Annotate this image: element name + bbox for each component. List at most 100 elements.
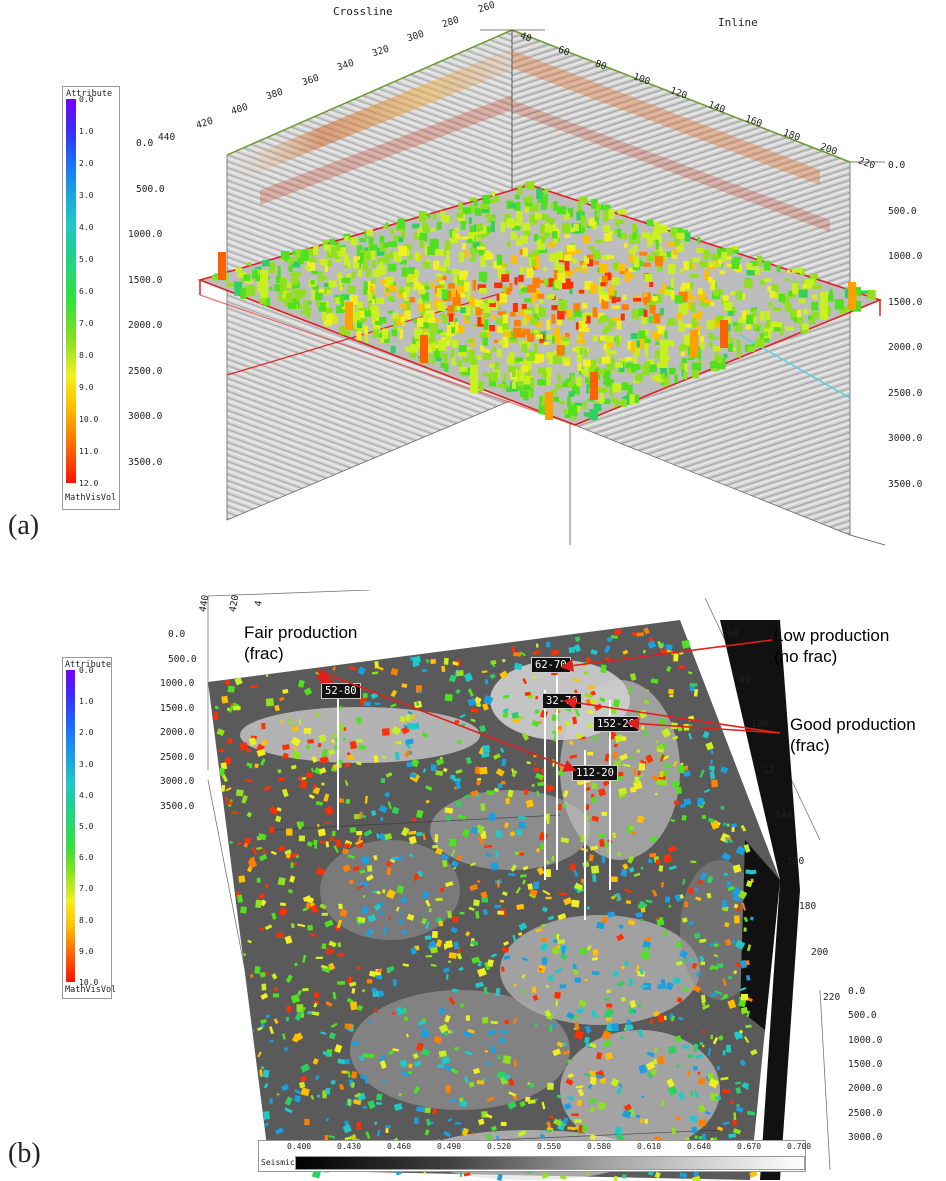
- attribute-glyph: [736, 1103, 740, 1107]
- attribute-glyph: [513, 327, 522, 338]
- attribute-glyph: [753, 266, 760, 275]
- attribute-glyph: [425, 658, 430, 664]
- attribute-glyph: [393, 251, 402, 262]
- attribute-glyph: [412, 1052, 419, 1059]
- attribute-glyph: [390, 228, 394, 234]
- attribute-glyph: [488, 299, 495, 304]
- attribute-glyph: [666, 251, 671, 257]
- attribute-glyph: [722, 993, 729, 1000]
- attribute-glyph: [710, 302, 715, 307]
- attribute-glyph: [483, 961, 491, 971]
- attribute-glyph: [588, 1083, 593, 1090]
- attribute-glyph: [327, 260, 332, 267]
- attribute-glyph: [769, 291, 775, 298]
- attribute-glyph: [359, 880, 369, 889]
- attribute-glyph: [370, 250, 376, 260]
- attribute-glyph: [489, 302, 496, 307]
- attribute-glyph: [385, 222, 389, 228]
- attribute-glyph: [371, 987, 377, 993]
- attribute-glyph: [724, 922, 730, 928]
- attribute-glyph: [601, 356, 611, 364]
- attribute-glyph: [274, 284, 281, 292]
- attribute-glyph: [714, 352, 719, 361]
- attribute-glyph: [521, 956, 529, 962]
- tick-label: 1500.0: [888, 296, 923, 308]
- attribute-glyph: [508, 872, 516, 877]
- attribute-glyph: [341, 277, 345, 283]
- attribute-glyph: [371, 299, 375, 305]
- attribute-glyph: [507, 789, 514, 798]
- attribute-glyph: [397, 918, 404, 925]
- attribute-glyph: [710, 279, 716, 290]
- attribute-glyph: [419, 232, 428, 242]
- tick-label: 180: [799, 901, 817, 912]
- attribute-glyph: [461, 243, 467, 250]
- attribute-glyph: [557, 272, 566, 283]
- attribute-glyph: [445, 249, 450, 260]
- attribute-glyph: [726, 823, 730, 827]
- attribute-glyph: [468, 217, 472, 225]
- attribute-glyph: [499, 1029, 506, 1034]
- attribute-glyph: [310, 767, 315, 773]
- attribute-glyph: [460, 1003, 464, 1008]
- attribute-glyph: [695, 896, 702, 902]
- attribute-glyph: [427, 213, 431, 218]
- attribute-glyph: [425, 955, 433, 958]
- attribute-glyph: [620, 232, 627, 239]
- attribute-glyph: [325, 1118, 329, 1122]
- colorbar-a-footer: MathVisVol: [65, 493, 117, 503]
- attribute-glyph: [601, 1030, 612, 1040]
- tick-label: 5.0: [79, 822, 94, 831]
- attribute-glyph: [388, 916, 391, 920]
- seismic-title: Seismic: [261, 1158, 295, 1167]
- attribute-glyph: [344, 1023, 354, 1030]
- attribute-glyph: [485, 1061, 491, 1066]
- attribute-glyph: [713, 953, 719, 958]
- attribute-glyph: [785, 277, 790, 282]
- attribute-glyph: [297, 923, 306, 928]
- attribute-glyph: [733, 903, 739, 909]
- attribute-glyph: [572, 249, 582, 254]
- attribute-glyph: [727, 343, 733, 352]
- tick-label: 12_: [763, 764, 781, 776]
- tick-label: 3500.0: [888, 478, 923, 490]
- attribute-glyph: [385, 253, 392, 258]
- attribute-glyph: [565, 378, 572, 382]
- attribute-glyph: [370, 305, 379, 314]
- attribute-glyph: [322, 258, 331, 266]
- attribute-glyph: [683, 261, 690, 271]
- colorbar-b-title: Attribute: [65, 660, 112, 670]
- attribute-glyph: [262, 260, 270, 267]
- attribute-glyph: [523, 196, 530, 204]
- attribute-glyph: [619, 753, 629, 762]
- attribute-glyph: [576, 403, 581, 412]
- attribute-glyph: [554, 328, 560, 338]
- attribute-glyph: [416, 1106, 425, 1113]
- attribute-glyph: [411, 655, 422, 664]
- attribute-glyph: [346, 976, 353, 984]
- attribute-glyph: [243, 274, 251, 282]
- attribute-glyph: [281, 1083, 290, 1092]
- attribute-glyph: [709, 941, 718, 947]
- attribute-glyph: [482, 703, 489, 711]
- panel-a-scene: [197, 29, 886, 546]
- attribute-glyph: [741, 1084, 750, 1090]
- attribute-glyph: [524, 340, 531, 348]
- attribute-glyph: [444, 332, 452, 342]
- attribute-glyph: [472, 899, 480, 907]
- attribute-glyph: [313, 784, 317, 789]
- attribute-glyph: [617, 220, 624, 224]
- attribute-glyph: [716, 1126, 724, 1132]
- seismic-gradient: [295, 1156, 805, 1170]
- attribute-glyph: [660, 307, 664, 316]
- attribute-glyph: [675, 786, 683, 795]
- attribute-glyph: [583, 256, 590, 264]
- attribute-glyph: [259, 899, 267, 907]
- attribute-glyph: [606, 636, 613, 643]
- attribute-glyph: [728, 309, 734, 316]
- attribute-glyph: [637, 1028, 644, 1038]
- attribute-glyph: [290, 862, 294, 869]
- attribute-glyph: [518, 370, 525, 382]
- attribute-glyph: [483, 309, 490, 318]
- attribute-glyph: [698, 288, 703, 295]
